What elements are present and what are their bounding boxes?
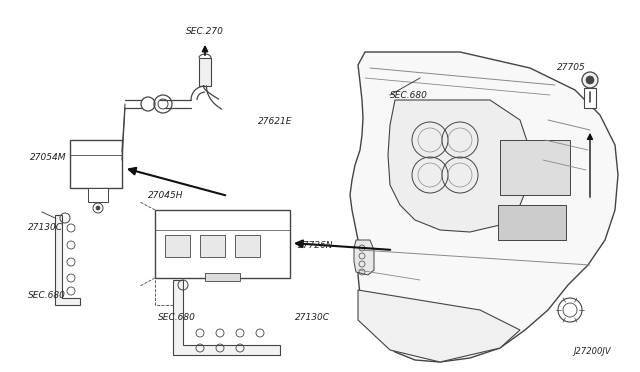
Bar xyxy=(205,273,240,281)
Text: 27045H: 27045H xyxy=(148,192,184,201)
Text: 27130C: 27130C xyxy=(28,224,63,232)
Polygon shape xyxy=(350,52,618,362)
Polygon shape xyxy=(354,240,374,275)
Text: SEC.680: SEC.680 xyxy=(390,90,428,99)
Circle shape xyxy=(582,72,598,88)
Text: 27130C: 27130C xyxy=(295,314,330,323)
Text: 27705: 27705 xyxy=(557,64,586,73)
Bar xyxy=(199,58,211,86)
Text: SEC.270: SEC.270 xyxy=(186,28,224,36)
Bar xyxy=(88,188,108,202)
Polygon shape xyxy=(388,100,530,232)
Polygon shape xyxy=(358,290,520,362)
Circle shape xyxy=(96,206,100,210)
Text: 27621E: 27621E xyxy=(258,118,292,126)
Bar xyxy=(235,235,260,257)
Bar xyxy=(155,210,290,278)
Text: 27054M: 27054M xyxy=(30,154,67,163)
Bar xyxy=(200,235,225,257)
Bar xyxy=(70,140,122,188)
Circle shape xyxy=(586,76,594,84)
Text: J27200JV: J27200JV xyxy=(573,347,611,356)
Polygon shape xyxy=(173,280,280,355)
Bar xyxy=(584,88,596,108)
Text: SEC.680: SEC.680 xyxy=(28,291,66,299)
Bar xyxy=(165,235,190,257)
Text: 27726N: 27726N xyxy=(298,241,333,250)
Polygon shape xyxy=(55,215,80,305)
Bar xyxy=(498,205,566,240)
Bar xyxy=(500,140,570,195)
Text: SEC.680: SEC.680 xyxy=(158,314,196,323)
